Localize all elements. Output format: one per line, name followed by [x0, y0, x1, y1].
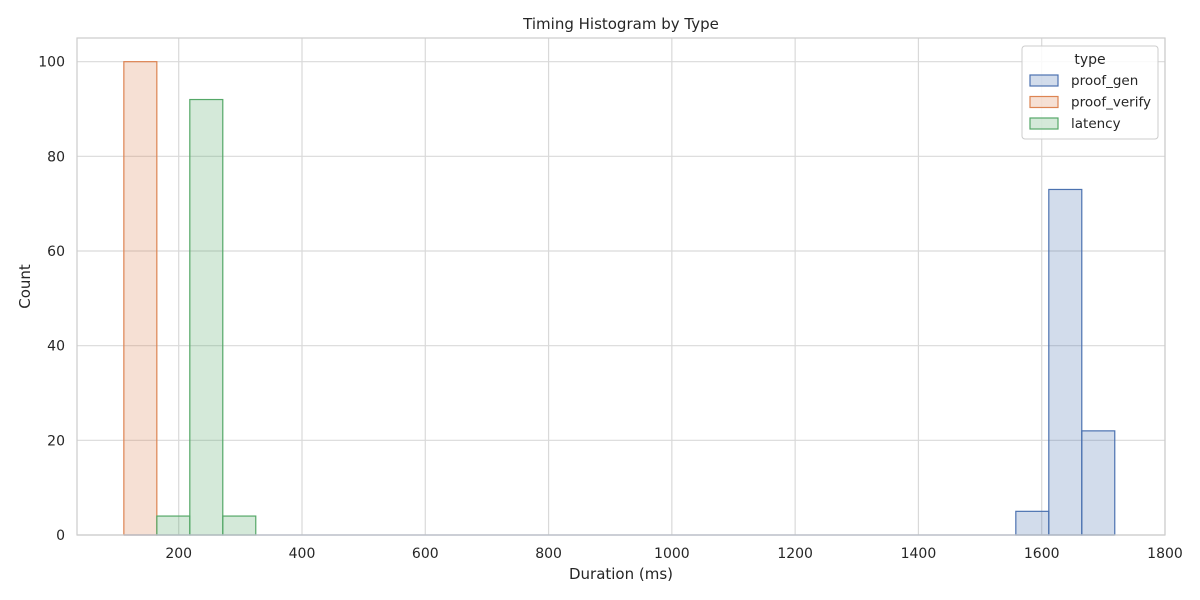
histogram-bar — [222, 515, 257, 536]
chart-title: Timing Histogram by Type — [522, 15, 719, 33]
legend-swatch — [1029, 74, 1059, 87]
x-tick-label: 600 — [412, 546, 439, 562]
x-tick-label: 200 — [165, 546, 192, 562]
histogram-bar — [189, 98, 224, 536]
y-tick-label: 80 — [47, 149, 65, 165]
legend-box — [1021, 45, 1159, 140]
x-tick-label: 1200 — [777, 546, 813, 562]
y-tick-label: 0 — [56, 528, 65, 544]
histogram-bars — [123, 61, 1116, 536]
histogram-bar — [156, 515, 191, 536]
tick-labels: 200 400 600 800 1000 1200 1400 1600 1800 0 20 40 60 8… — [38, 55, 1183, 562]
legend-swatch — [1029, 117, 1059, 130]
x-tick-label: 400 — [289, 546, 316, 562]
series-latency — [156, 98, 257, 536]
histogram-bar — [1015, 510, 1050, 536]
grid — [77, 38, 1166, 536]
legend-title: type — [1074, 52, 1105, 68]
series-proof-gen — [1015, 188, 1116, 536]
y-tick-label: 100 — [38, 55, 65, 71]
series-proof-verify — [123, 61, 158, 536]
histogram-bar — [123, 61, 158, 536]
x-tick-label: 800 — [535, 546, 562, 562]
x-tick-label: 1600 — [1024, 546, 1060, 562]
x-tick-label: 1000 — [654, 546, 690, 562]
legend-label: latency — [1071, 116, 1121, 132]
plot-frame — [76, 37, 1166, 536]
x-tick-label: 1800 — [1147, 546, 1183, 562]
legend-swatch — [1029, 95, 1059, 109]
legend-label: proof_verify — [1071, 95, 1151, 111]
y-tick-label: 60 — [47, 244, 65, 260]
histogram-bar — [1081, 430, 1116, 536]
legend-label: proof_gen — [1071, 73, 1138, 89]
x-axis-label: Duration (ms) — [569, 565, 673, 583]
y-axis-label: Count — [16, 264, 34, 309]
histogram-bar — [1048, 188, 1083, 536]
y-tick-label: 40 — [47, 339, 65, 355]
x-tick-label: 1400 — [901, 546, 937, 562]
y-tick-label: 20 — [47, 433, 65, 449]
